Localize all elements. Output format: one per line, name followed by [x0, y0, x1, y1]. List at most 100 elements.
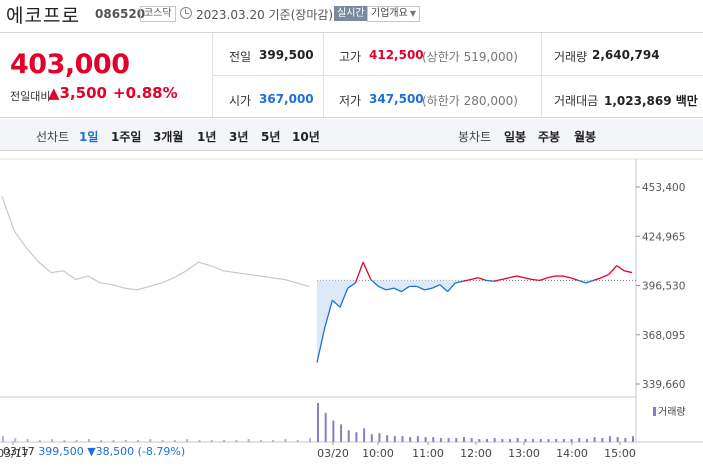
prev-day-change: ▼38,500 — [87, 445, 135, 458]
today-line-segment — [485, 279, 494, 282]
stock-code: 086520 — [95, 7, 146, 21]
y-tick-label: 368,095 — [642, 330, 685, 342]
high-label: 고가 — [339, 50, 362, 64]
volume-bar — [386, 435, 389, 442]
prev-day-price: 399,500 — [38, 445, 84, 458]
volume-bar — [124, 440, 127, 442]
tab-weekly[interactable]: 주봉 — [538, 130, 561, 144]
volume-bar — [317, 403, 319, 442]
x-tick-label: 15:00 — [604, 447, 636, 460]
today-line-segment — [386, 287, 394, 291]
y-tick-label: 396,530 — [642, 281, 685, 293]
y-tick-label: 424,965 — [642, 231, 685, 243]
volume-bar — [355, 432, 358, 442]
volume-bar — [210, 440, 213, 442]
today-line-segment — [501, 277, 510, 281]
volume-bar — [509, 439, 512, 442]
volume-bar — [2, 436, 4, 442]
today-line-segment — [616, 265, 625, 272]
x-tick-label: 03/17 — [0, 447, 29, 460]
volume-bar — [616, 437, 619, 442]
below-reference-area — [317, 280, 632, 363]
volume-bar — [100, 440, 103, 442]
volume-bar — [347, 430, 350, 442]
volume-bar — [259, 440, 262, 442]
volume-bar — [501, 439, 504, 442]
volume-bar — [340, 424, 343, 442]
today-line-segment — [539, 277, 548, 281]
x-tick-label: 12:00 — [460, 447, 492, 460]
stock-header: 에코프로 086520 코스닥 2023.03.20 기준(장마감) 실시간 기… — [0, 0, 703, 30]
volume-bar — [324, 412, 327, 442]
prev-close-value: 399,500 — [259, 48, 314, 62]
today-line-segment — [562, 275, 571, 279]
tab-daily[interactable]: 일봉 — [504, 130, 527, 144]
tab-5y[interactable]: 5년 — [261, 130, 281, 144]
today-line-segment — [354, 261, 364, 284]
volume-bar — [470, 438, 473, 442]
volume-bar — [478, 439, 481, 442]
volume-swatch — [653, 407, 656, 416]
tab-10y[interactable]: 10년 — [292, 130, 320, 144]
price-chart[interactable]: 453,400 424,965 396,530 368,095 339,660 03/17… — [0, 151, 703, 470]
volume-bar — [393, 436, 396, 442]
volume-bar — [284, 439, 287, 442]
volume-value: 2,640,794 — [592, 48, 660, 62]
lower-limit: (하한가 280,000) — [422, 94, 518, 108]
x-tick-label: 14:00 — [556, 447, 588, 460]
company-overview-label: 기업개요 — [371, 8, 408, 19]
x-tick-label: 13:00 — [508, 447, 540, 460]
prev-day-line — [1, 196, 310, 291]
today-line-segment — [455, 280, 464, 284]
volume-bar — [416, 436, 419, 442]
today-line-segment — [393, 287, 402, 293]
today-line-segment — [424, 287, 433, 291]
volume-bar — [532, 439, 535, 442]
y-tick-label: 453,400 — [642, 182, 685, 194]
tab-1d[interactable]: 1일 — [79, 130, 99, 144]
amount-value: 1,023,869 백만 — [604, 94, 698, 108]
volume-bar — [555, 439, 558, 442]
tab-3m[interactable]: 3개월 — [153, 130, 184, 144]
volume-bar — [562, 439, 565, 442]
quote-panel: 403,000 전일대비 ▲3,500 +0.88% 전일 399,500 고가… — [0, 32, 703, 118]
volume-bar — [26, 439, 29, 442]
volume-bar — [63, 440, 66, 442]
chevron-down-icon: ▼ — [409, 9, 416, 18]
volume-bar — [439, 438, 442, 442]
today-line-segment — [608, 265, 618, 275]
tab-3y[interactable]: 3년 — [229, 130, 249, 144]
today-line-segment — [508, 275, 517, 279]
today-line-segment — [601, 273, 610, 279]
current-price: 403,000 — [10, 49, 130, 80]
tab-monthly[interactable]: 월봉 — [574, 130, 597, 144]
volume-bar — [424, 437, 427, 442]
volume-bar — [486, 439, 489, 442]
today-line-segment — [416, 285, 425, 291]
y-tick-label: 339,660 — [642, 379, 685, 391]
volume-bar — [608, 436, 611, 442]
volume-bar — [149, 439, 152, 442]
volume-label: 거래량 — [554, 50, 588, 64]
volume-legend-label: 거래량 — [658, 407, 686, 418]
tab-1y[interactable]: 1년 — [197, 130, 217, 144]
volume-legend: 거래량 — [653, 403, 686, 418]
volume-bar — [601, 438, 604, 442]
volume-bar — [401, 436, 404, 442]
realtime-button[interactable]: 실시간 — [334, 6, 368, 21]
today-line-segment — [347, 282, 356, 289]
volume-bar — [161, 440, 164, 442]
base-date: 2023.03.20 기준(장마감) — [196, 8, 334, 22]
change-percent: +0.88% — [113, 84, 178, 102]
today-line-segment — [593, 277, 602, 281]
volume-bar — [493, 438, 496, 442]
today-line-segment — [493, 278, 502, 282]
today-line-segment — [447, 282, 456, 293]
tab-1w[interactable]: 1주일 — [111, 130, 142, 144]
x-tick-label: 11:00 — [412, 447, 444, 460]
open-label: 시가 — [229, 94, 252, 108]
company-overview-button[interactable]: 기업개요 ▼ — [367, 6, 420, 22]
today-line-segment — [585, 279, 594, 284]
volume-bar — [547, 439, 550, 442]
prev-day-date: 03/17 — [3, 445, 35, 458]
